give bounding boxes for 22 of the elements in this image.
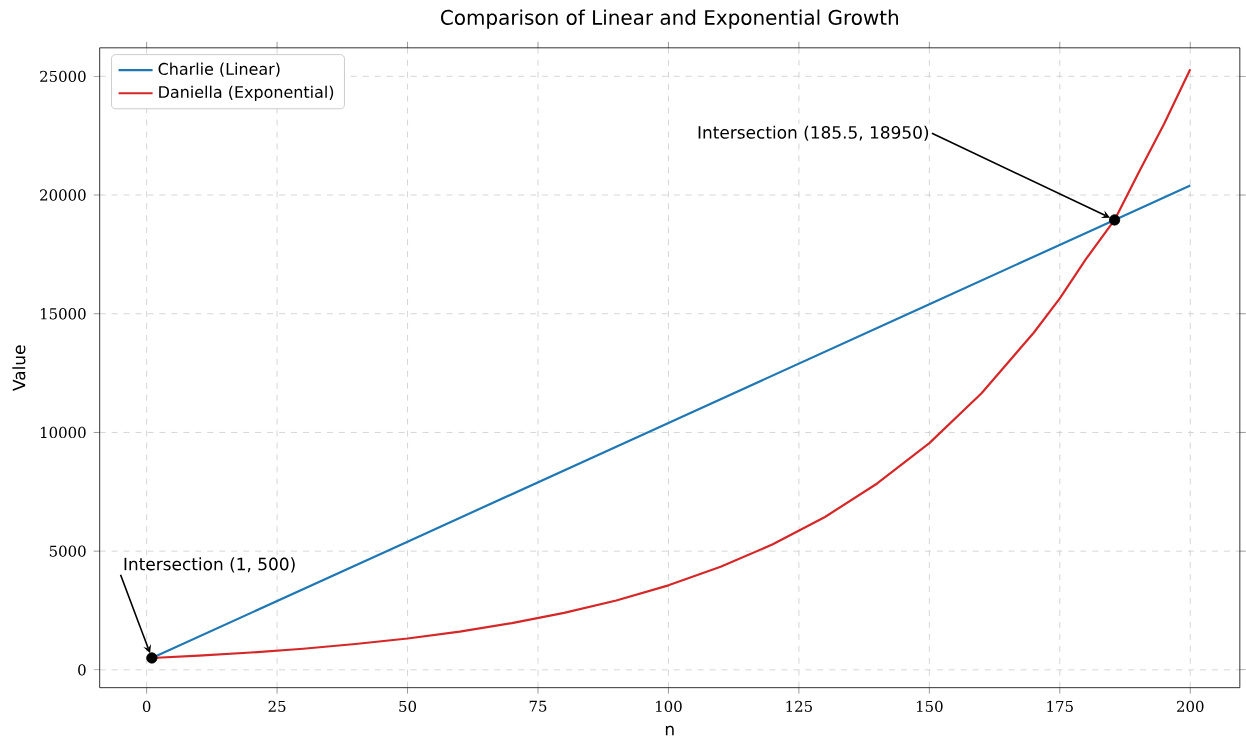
- y-axis-title: Value: [12, 345, 26, 391]
- chart-title: Comparison of Linear and Exponential Growth: [441, 9, 898, 29]
- x-tick-label: 25: [268, 700, 286, 713]
- x-tick-label: 175: [1047, 700, 1073, 713]
- annotation: Intersection (1, 500): [124, 557, 295, 573]
- x-tick-label: 50: [399, 700, 417, 713]
- y-tick-label: 25000: [40, 70, 86, 83]
- y-tick-label: 20000: [40, 189, 86, 201]
- x-tick-label: 0: [142, 700, 151, 713]
- y-tick-label: 10000: [40, 426, 86, 439]
- x-tick-label: 100: [656, 700, 682, 713]
- legend-label: Charlie (Linear): [158, 62, 280, 77]
- x-axis-title: n: [665, 725, 674, 736]
- x-tick-label: 200: [1176, 700, 1204, 713]
- annotation: Intersection (185.5, 18950): [698, 125, 929, 141]
- y-tick-label: 5000: [49, 545, 86, 557]
- x-tick-label: 75: [529, 700, 547, 712]
- y-tick-label: 0: [78, 664, 86, 676]
- x-tick-label: 150: [916, 700, 943, 713]
- y-tick-label: 15000: [40, 308, 86, 320]
- legend-label: Daniella (Exponential): [159, 85, 334, 102]
- x-tick-label: 125: [786, 700, 812, 713]
